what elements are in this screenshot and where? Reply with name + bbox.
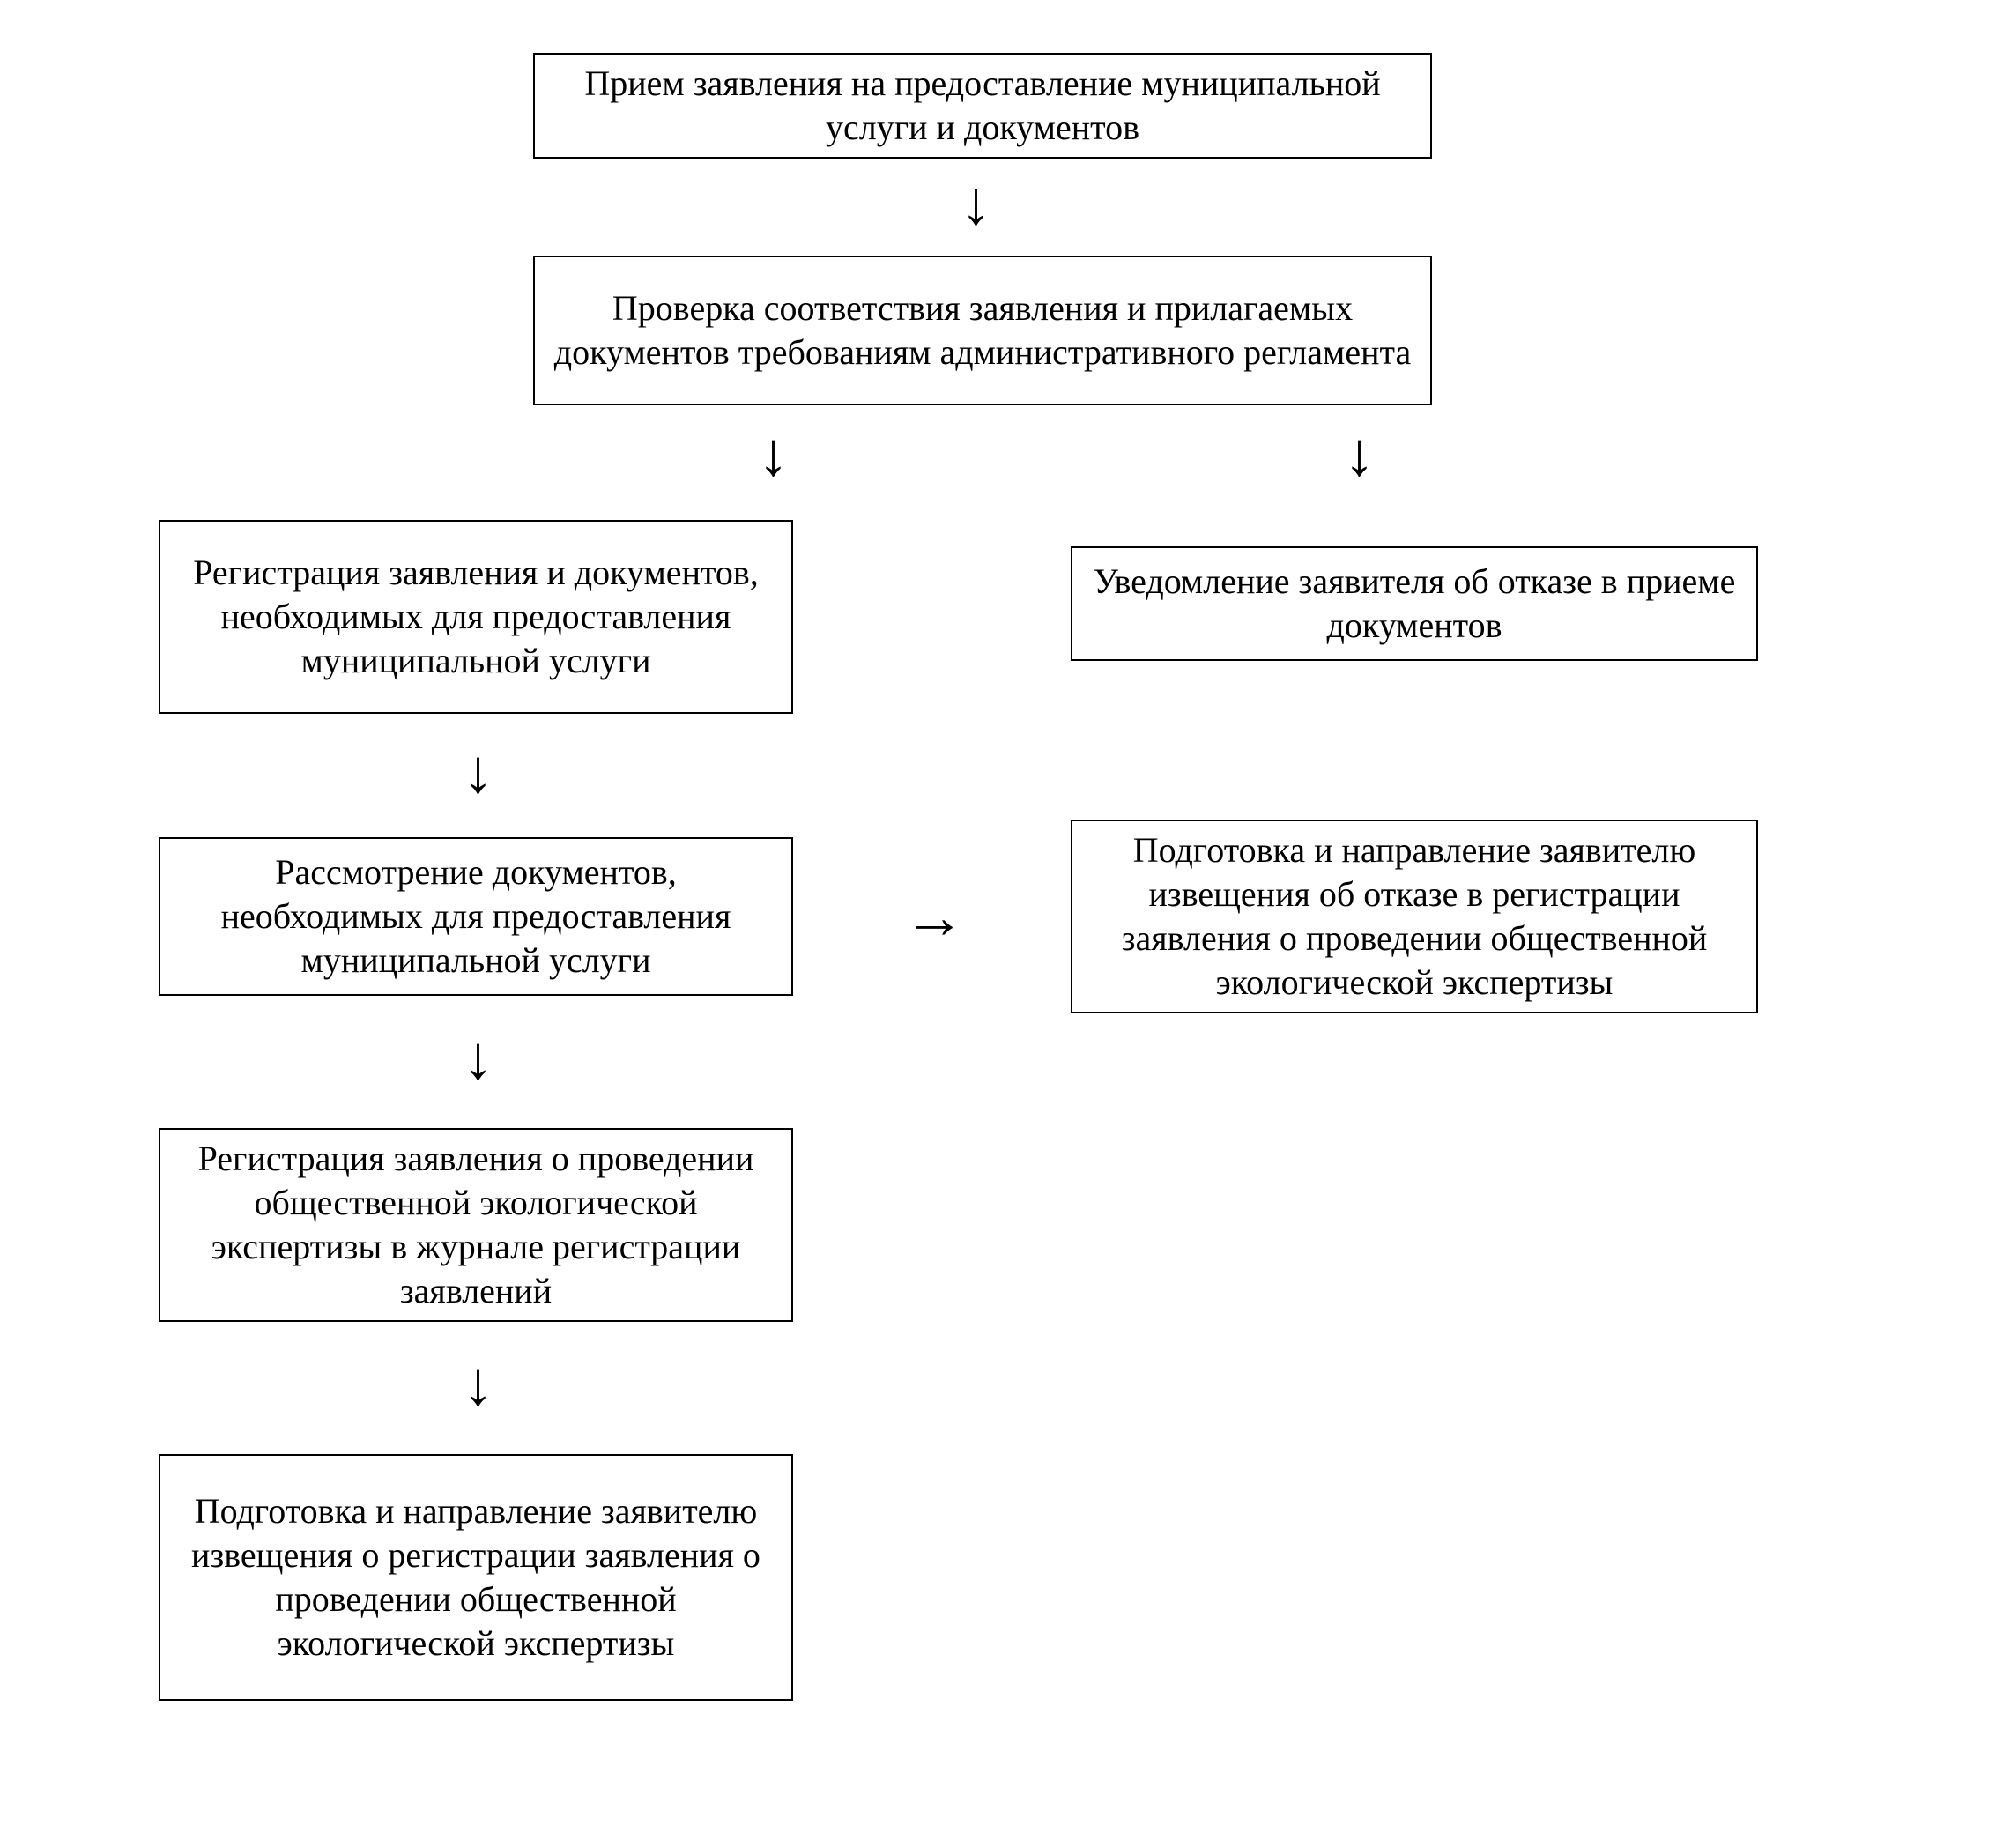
node-label: Рассмотрение документов, необходимых для… [178,850,774,983]
node-label: Прием заявления на предоставление муници… [553,62,1413,150]
flowchart-canvas: Прием заявления на предоставление муници… [0,0,2003,1848]
node-notify-refusal-receipt: Уведомление заявителя об отказе в приеме… [1071,546,1758,661]
node-label: Регистрация заявления о проведении общес… [178,1137,774,1313]
node-label: Подготовка и направление заявителю извещ… [178,1489,774,1666]
node-notify-refusal-registration: Подготовка и направление заявителю извещ… [1071,820,1758,1013]
node-label: Уведомление заявителя об отказе в приеме… [1090,560,1739,648]
arrow-down-icon: ↓ [758,423,789,485]
node-label: Регистрация заявления и документов, необ… [178,551,774,683]
node-notify-registration: Подготовка и направление заявителю извещ… [159,1454,793,1701]
arrow-down-icon: ↓ [1344,423,1375,485]
node-register-documents: Регистрация заявления и документов, необ… [159,520,793,714]
arrow-down-icon: ↓ [463,1027,493,1088]
node-check-compliance: Проверка соответствия заявления и прилаг… [533,256,1432,405]
node-review-documents: Рассмотрение документов, необходимых для… [159,837,793,996]
arrow-down-icon: ↓ [463,1353,493,1414]
arrow-down-icon: ↓ [463,740,493,802]
node-label: Подготовка и направление заявителю извещ… [1090,828,1739,1005]
node-register-in-journal: Регистрация заявления о проведении общес… [159,1128,793,1322]
node-receive-application: Прием заявления на предоставление муници… [533,53,1432,159]
arrow-right-icon: → [903,886,965,947]
node-label: Проверка соответствия заявления и прилаг… [553,286,1413,375]
arrow-down-icon: ↓ [961,172,991,234]
